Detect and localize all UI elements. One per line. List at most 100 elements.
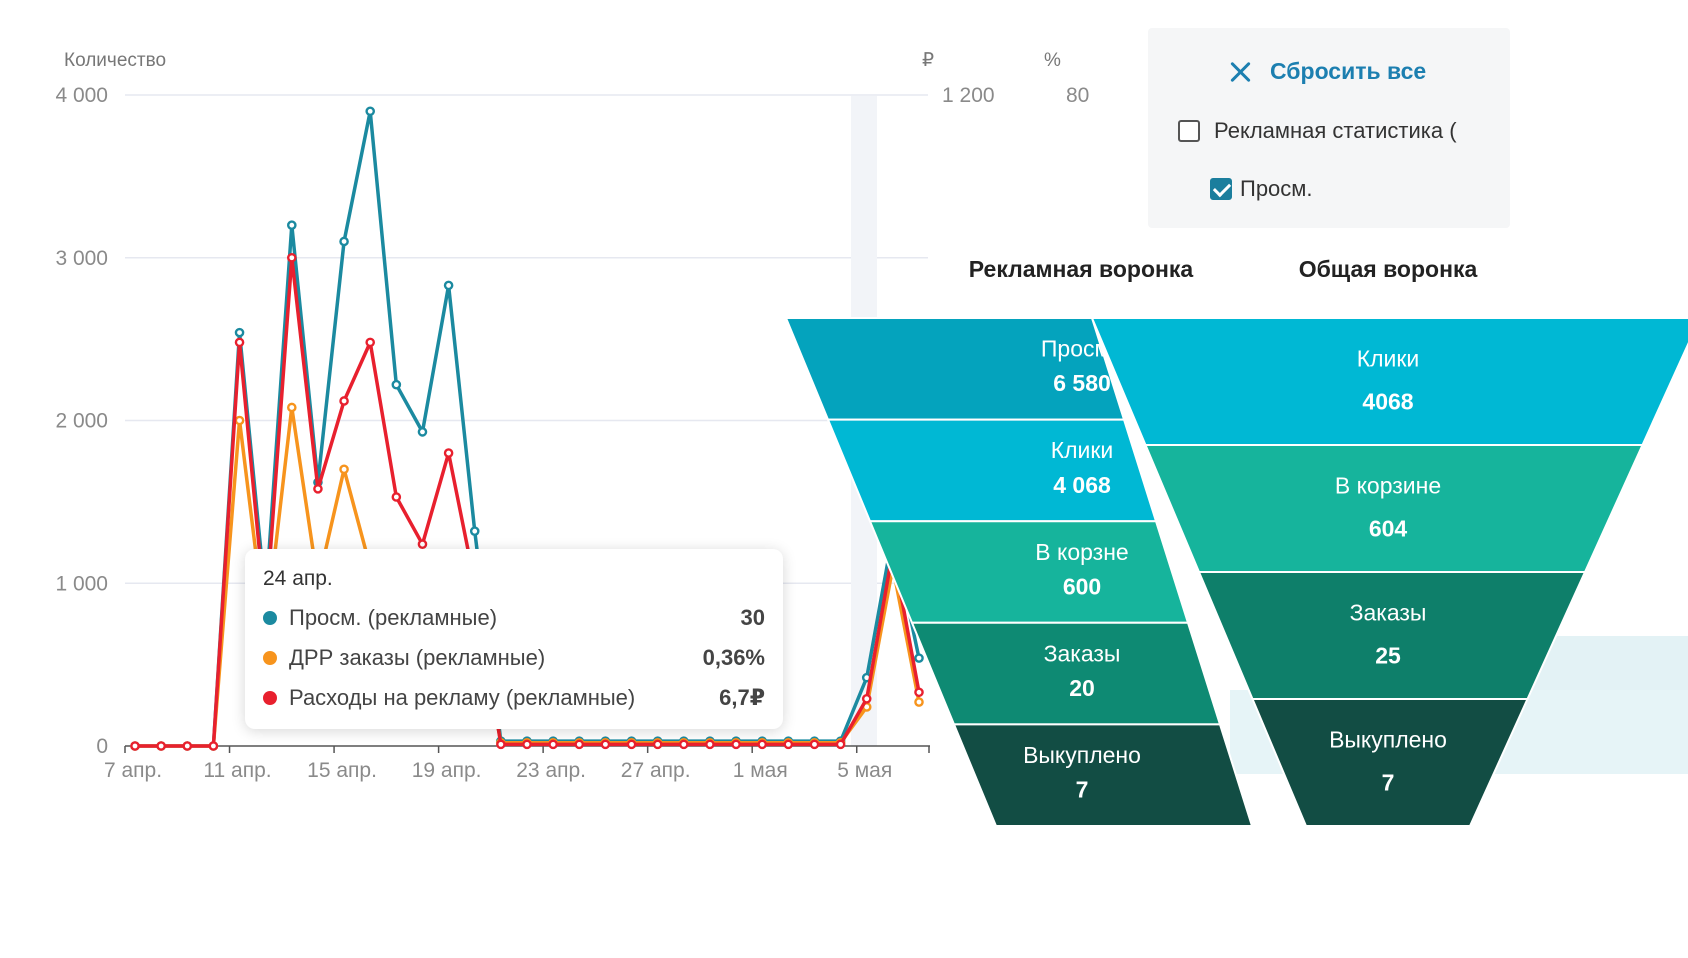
data-point[interactable]: [365, 106, 376, 117]
data-point[interactable]: [156, 741, 166, 751]
data-point[interactable]: [234, 415, 245, 426]
right-axes: % 1 200 80: [942, 50, 1089, 107]
data-point[interactable]: [130, 741, 140, 751]
data-point[interactable]: [626, 739, 637, 750]
data-point[interactable]: [914, 653, 924, 663]
funnel-stage-value: 4068: [1362, 388, 1413, 414]
data-point[interactable]: [574, 739, 585, 750]
data-point[interactable]: [339, 396, 349, 406]
left-axis-title: Количество: [64, 50, 166, 71]
tooltip-row-spend: Расходы на рекламу (рекламные) 6,7₽: [263, 685, 765, 711]
data-point[interactable]: [286, 402, 297, 413]
data-point[interactable]: [835, 739, 846, 750]
y-ticks: 0 1 000 2 000 3 000 4 000: [55, 84, 108, 758]
tooltip-row-drr: ДРР заказы (рекламные) 0,36%: [263, 645, 765, 671]
data-point[interactable]: [365, 337, 376, 348]
data-point[interactable]: [286, 220, 297, 230]
close-icon: [1228, 60, 1252, 84]
grid: [125, 94, 928, 584]
x-tick-label: 27 апр.: [621, 759, 691, 782]
data-point[interactable]: [914, 687, 924, 698]
x-tick-label: 11 апр.: [203, 759, 271, 782]
tooltip-series-name: Просм. (рекламные): [289, 605, 498, 630]
y-tick-label: 0: [96, 735, 108, 758]
data-point[interactable]: [286, 252, 297, 263]
funnel-stage-label: Просмо: [1041, 336, 1123, 362]
data-point[interactable]: [731, 739, 741, 750]
funnel-stage-label: В корзине: [1335, 472, 1441, 498]
data-point[interactable]: [783, 739, 794, 750]
data-point[interactable]: [339, 464, 349, 475]
data-point[interactable]: [914, 697, 924, 707]
data-point[interactable]: [339, 236, 349, 247]
data-point[interactable]: [391, 379, 402, 390]
funnel-stage-label: Заказы: [1350, 599, 1427, 625]
data-point[interactable]: [417, 427, 428, 437]
legend-dot-icon: [263, 691, 277, 705]
funnel-stage-value: 20: [1069, 675, 1095, 701]
views-checkbox[interactable]: [1210, 178, 1232, 200]
tooltip-series-value: 30: [740, 605, 765, 630]
data-point[interactable]: [809, 739, 820, 750]
tooltip-date: 24 апр.: [263, 567, 333, 590]
x-tick-label: 5 мая: [837, 759, 892, 782]
funnel-stage-label: В корзне: [1035, 539, 1128, 565]
data-point[interactable]: [705, 739, 715, 750]
ad-stats-label: Рекламная статистика (: [1214, 118, 1457, 143]
data-point[interactable]: [443, 280, 454, 291]
tooltip-series-value: 0,36%: [702, 645, 765, 670]
data-point[interactable]: [182, 741, 193, 751]
funnel-stage[interactable]: [910, 621, 1222, 726]
x-axis: 7 апр. 11 апр. 15 апр. 19 апр. 23 апр. 27 апр…: [104, 745, 930, 782]
data-point[interactable]: [208, 741, 219, 751]
ad-stats-checkbox[interactable]: [1178, 120, 1200, 142]
data-point[interactable]: [313, 484, 323, 494]
x-tick-label: 7 апр.: [104, 759, 162, 782]
data-point[interactable]: [679, 739, 689, 750]
funnel-stage-label: Клики: [1357, 345, 1420, 371]
views-label: Просм.: [1240, 176, 1313, 201]
data-point[interactable]: [522, 739, 532, 750]
background-card: [1230, 690, 1688, 774]
y-tick-label: 2 000: [55, 410, 108, 433]
rub-axis-title: ₽: [922, 50, 934, 71]
data-point[interactable]: [234, 327, 245, 338]
funnel-stage[interactable]: [1143, 444, 1645, 573]
y-tick-label: 3 000: [55, 247, 108, 270]
chart-tooltip: 24 апр. Просм. (рекламные) 30 ДРР заказы…: [245, 549, 783, 729]
data-point[interactable]: [757, 739, 768, 750]
reset-all-button[interactable]: Сбросить все: [1228, 58, 1426, 85]
x-tick-label: 23 апр.: [516, 759, 586, 782]
funnel-stage-label: Выкуплено: [1023, 742, 1141, 768]
y-tick-label: 1 000: [55, 572, 108, 595]
data-point[interactable]: [469, 526, 480, 536]
data-point[interactable]: [652, 739, 663, 750]
data-point[interactable]: [888, 545, 898, 556]
reset-all-label: Сбросить все: [1270, 58, 1427, 84]
tooltip-series-value: 6,7₽: [719, 685, 765, 710]
data-point[interactable]: [548, 739, 558, 750]
data-point[interactable]: [600, 739, 611, 750]
data-point[interactable]: [443, 448, 454, 458]
data-point[interactable]: [861, 694, 872, 704]
funnel-stage[interactable]: [1090, 317, 1688, 446]
tooltip-row-views: Просм. (рекламные) 30: [263, 605, 765, 631]
data-point[interactable]: [496, 739, 506, 750]
views-checkbox-row[interactable]: Просм.: [1210, 176, 1313, 202]
tooltip-series-name: ДРР заказы (рекламные): [289, 645, 546, 670]
y-tick-label: 4 000: [55, 84, 108, 107]
funnel-stage-value: 25: [1375, 642, 1401, 668]
pct-axis-top-tick: 80: [1066, 84, 1089, 107]
funnel-stage-label: Заказы: [1044, 640, 1121, 666]
funnel-stage[interactable]: [952, 723, 1254, 827]
data-point[interactable]: [391, 492, 402, 502]
rub-axis-top-tick: 1 200: [942, 84, 995, 107]
funnel-stage-value: 6 580: [1053, 370, 1111, 396]
ad-stats-checkbox-row[interactable]: Рекламная статистика (: [1178, 118, 1458, 144]
x-tick-label: 19 апр.: [412, 759, 482, 782]
funnel-stage-value: 4 068: [1053, 472, 1111, 498]
data-point[interactable]: [888, 529, 898, 540]
data-point[interactable]: [234, 337, 245, 348]
data-point[interactable]: [417, 539, 428, 549]
general-funnel-title: Общая воронка: [1298, 256, 1478, 282]
